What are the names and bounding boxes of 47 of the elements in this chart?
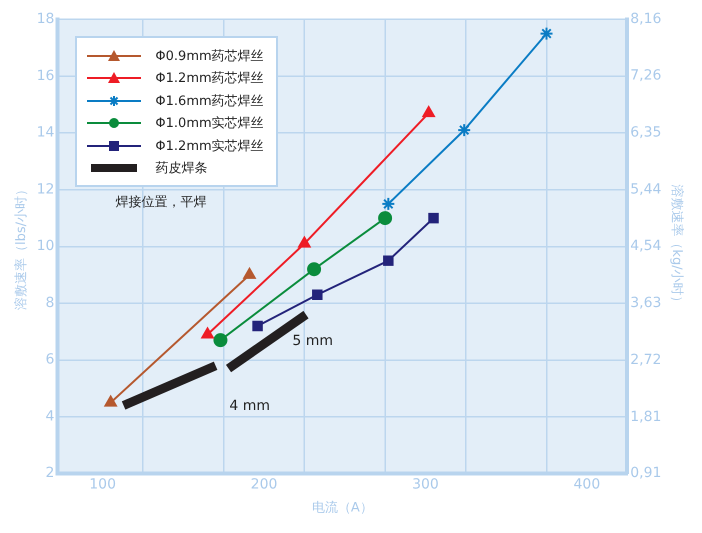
point: [201, 328, 214, 338]
x-axis-title: 电流（A）: [312, 500, 373, 516]
legend-label: Φ1.0mm实芯焊丝: [155, 115, 264, 132]
y2-tick-label: 5,44: [630, 181, 662, 198]
y-tick-label: 6: [45, 352, 54, 368]
y2-tick-label: 1,81: [630, 408, 662, 425]
point: [307, 262, 322, 276]
legend-label: 药皮焊条: [155, 160, 208, 178]
x-tick-label: 300: [412, 476, 439, 493]
y2-tick-label: 4,54: [630, 238, 662, 254]
y-tick-label: 2: [45, 465, 54, 482]
y2-tick-label: 6,35: [630, 124, 662, 140]
point: [457, 123, 472, 138]
point: [540, 26, 554, 41]
y-tick-label: 14: [36, 124, 54, 141]
y2-axis-title: 溶敷速率（kg/小时）: [668, 184, 685, 309]
y2-tick-label: 8,16: [630, 11, 662, 28]
annotation: 5 mm: [292, 333, 334, 350]
y2-tick-label: 7,26: [630, 67, 662, 84]
point: [378, 211, 392, 226]
point: [252, 320, 263, 332]
y-axis-title: 溶敷速率（lbs/小时）: [13, 182, 30, 310]
y-tick-label: 16: [36, 68, 54, 84]
x-tick-label: 200: [250, 476, 278, 493]
annotation: 焊接位置，平焊: [115, 194, 206, 210]
point: [422, 106, 435, 118]
y2-tick-label: 0,91: [630, 465, 662, 482]
legend-label: Φ1.6mm药芯焊丝: [155, 92, 264, 110]
point: [312, 290, 323, 300]
y-tick-label: 18: [36, 11, 54, 28]
annotation: 4 mm: [229, 398, 270, 414]
point: [428, 212, 439, 224]
point: [213, 333, 228, 348]
y2-tick-label: 2,72: [630, 352, 662, 368]
y2-tick-label: 3,63: [630, 294, 662, 311]
point: [298, 236, 311, 248]
y-tick-label: 4: [45, 408, 54, 424]
point: [383, 255, 394, 266]
y-tick-label: 10: [36, 238, 54, 254]
legend-label: Φ1.2mm实芯焊丝: [155, 138, 264, 155]
x-tick-label: 400: [574, 476, 600, 493]
point: [381, 196, 396, 211]
legend-label: Φ0.9mm药芯焊丝: [155, 48, 264, 65]
x-tick-label: 100: [89, 476, 116, 493]
legend-label: Φ1.2mm药芯焊丝: [155, 70, 264, 88]
y-tick-label: 8: [45, 294, 54, 311]
y-tick-label: 12: [36, 181, 54, 198]
